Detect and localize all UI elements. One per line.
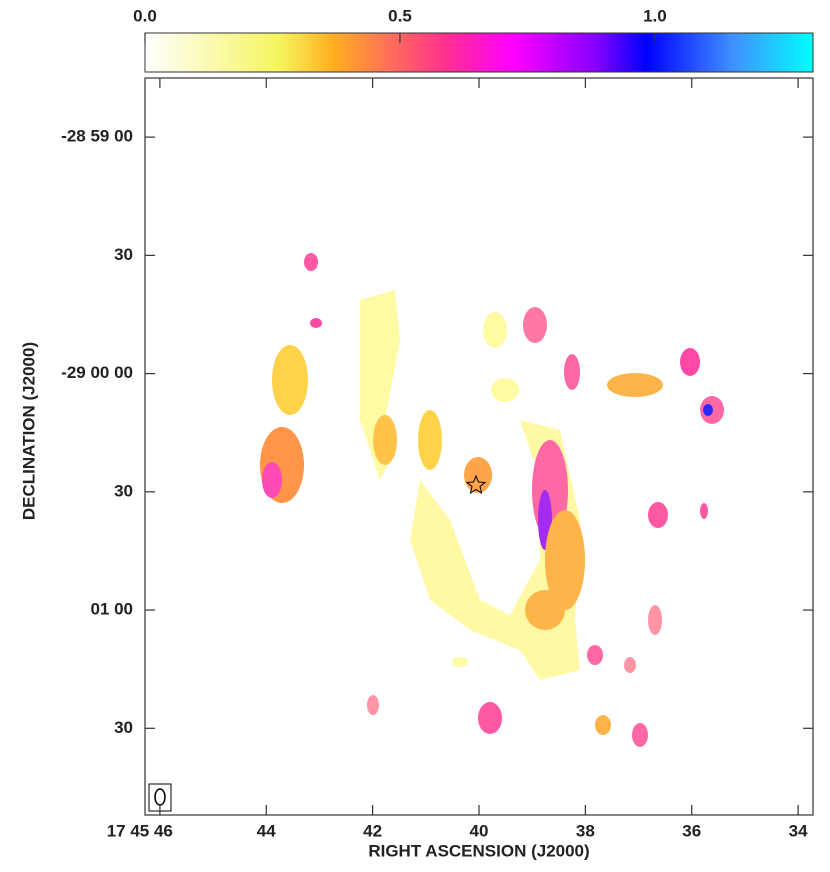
y-tick-label: -28 59 00 [61, 127, 133, 146]
x-tick-label: 40 [470, 821, 489, 840]
colorbar-tick-label: 0.0 [133, 6, 157, 25]
x-tick-label: 17 45 46 [107, 821, 173, 840]
y-tick-label: -29 00 00 [61, 363, 133, 382]
plot-frame [144, 77, 814, 816]
x-tick-label: 42 [363, 821, 382, 840]
y-tick-label: 30 [114, 481, 133, 500]
x-tick-label: 34 [789, 821, 808, 840]
x-tick-label: 36 [682, 821, 701, 840]
x-tick-label: 38 [576, 821, 595, 840]
colorbar-tick-label: 1.0 [643, 6, 667, 25]
y-tick-label: 30 [114, 718, 133, 737]
x-tick-label: 44 [257, 821, 276, 840]
beam [154, 788, 166, 806]
y-axis-label: DECLINATION (J2000) [19, 342, 38, 520]
y-tick-label: 01 00 [90, 600, 133, 619]
y-tick-label: 30 [114, 245, 133, 264]
emission-map [260, 253, 724, 747]
colorbar [144, 32, 814, 73]
colorbar-tick-label: 0.5 [388, 6, 412, 25]
x-axis-label: RIGHT ASCENSION (J2000) [368, 841, 589, 860]
star-marker [465, 474, 487, 495]
